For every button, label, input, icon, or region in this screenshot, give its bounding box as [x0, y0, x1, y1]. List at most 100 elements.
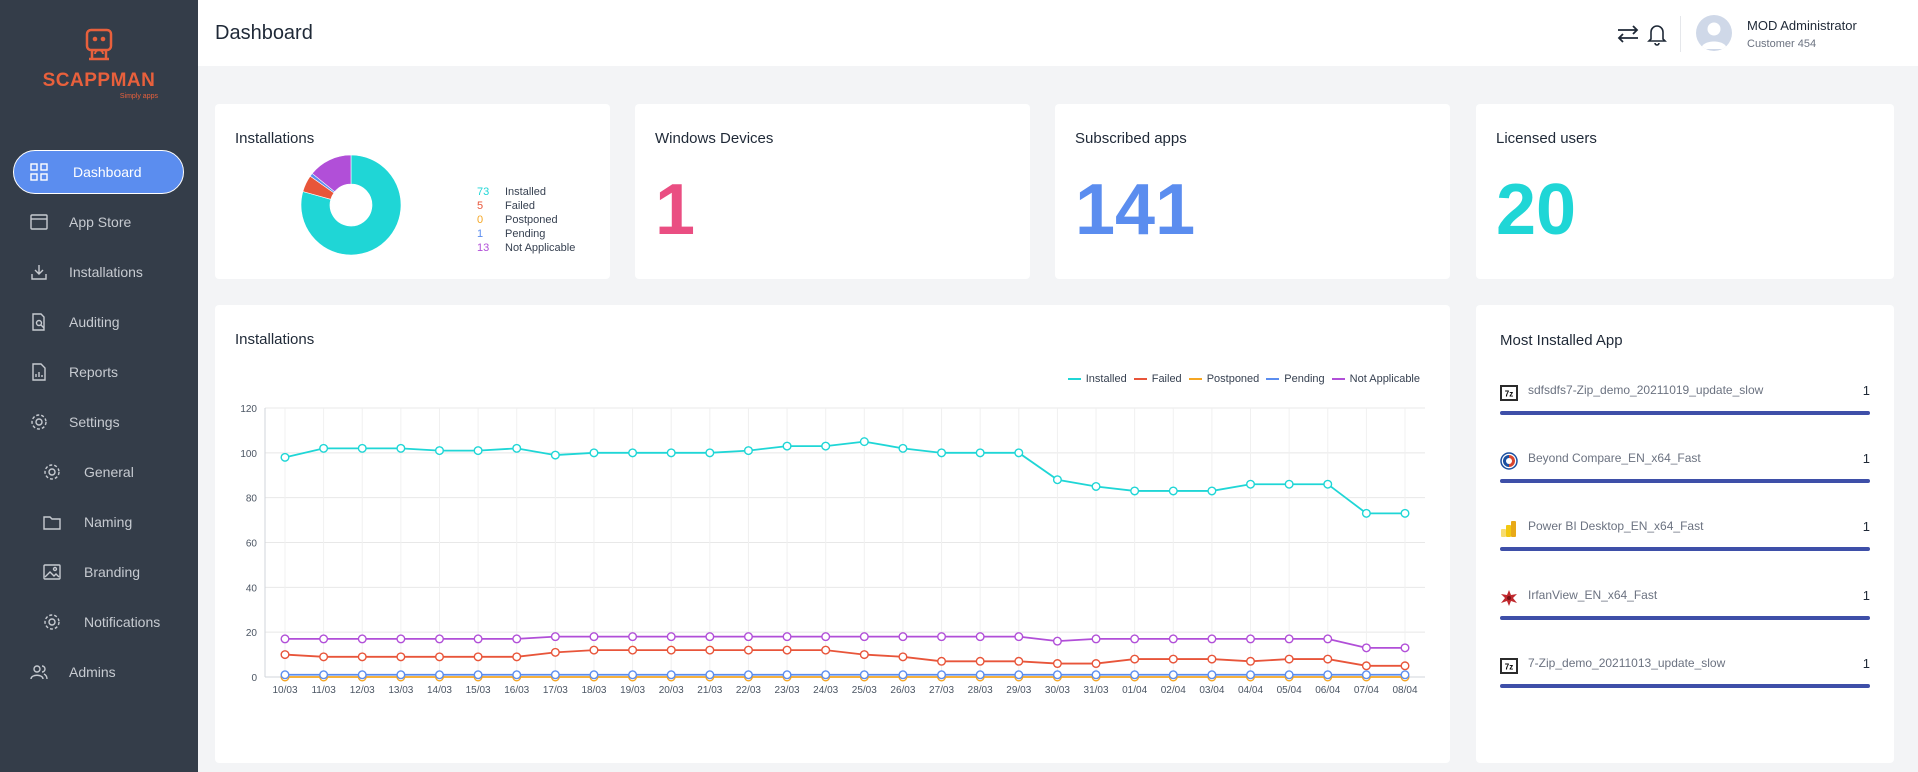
data-point-not-applicable[interactable]: [782, 632, 792, 642]
data-point-pending[interactable]: [1246, 670, 1256, 680]
data-point-failed[interactable]: [898, 652, 908, 662]
data-point-not-applicable[interactable]: [1400, 643, 1410, 653]
data-point-failed[interactable]: [434, 652, 444, 662]
data-point-pending[interactable]: [898, 670, 908, 680]
data-point-installed[interactable]: [473, 446, 483, 456]
data-point-failed[interactable]: [1207, 654, 1217, 664]
list-item[interactable]: Power BI Desktop_EN_x64_Fast 1: [1500, 504, 1870, 560]
data-point-failed[interactable]: [473, 652, 483, 662]
data-point-not-applicable[interactable]: [473, 634, 483, 644]
data-point-not-applicable[interactable]: [937, 632, 947, 642]
data-point-failed[interactable]: [1400, 661, 1410, 671]
data-point-pending[interactable]: [473, 670, 483, 680]
data-point-pending[interactable]: [589, 670, 599, 680]
sidebar-item-installations[interactable]: Installations: [0, 250, 198, 294]
data-point-not-applicable[interactable]: [1091, 634, 1101, 644]
data-point-failed[interactable]: [859, 650, 869, 660]
data-point-pending[interactable]: [666, 670, 676, 680]
sidebar-item-notifications[interactable]: Notifications: [0, 600, 198, 644]
legend-item-installed[interactable]: Installed: [1067, 373, 1127, 385]
data-point-failed[interactable]: [550, 647, 560, 657]
data-point-failed[interactable]: [1361, 661, 1371, 671]
data-point-failed[interactable]: [666, 645, 676, 655]
data-point-not-applicable[interactable]: [628, 632, 638, 642]
data-point-failed[interactable]: [1323, 654, 1333, 664]
data-point-pending[interactable]: [743, 670, 753, 680]
sidebar-item-app-store[interactable]: App Store: [0, 200, 198, 244]
data-point-failed[interactable]: [1091, 659, 1101, 669]
data-point-failed[interactable]: [628, 645, 638, 655]
data-point-failed[interactable]: [280, 650, 290, 660]
data-point-failed[interactable]: [1246, 656, 1256, 666]
data-point-installed[interactable]: [1052, 475, 1062, 485]
data-point-not-applicable[interactable]: [1361, 643, 1371, 653]
data-point-failed[interactable]: [975, 656, 985, 666]
data-point-installed[interactable]: [1246, 479, 1256, 489]
data-point-pending[interactable]: [1323, 670, 1333, 680]
sidebar-item-branding[interactable]: Branding: [0, 550, 198, 594]
data-point-installed[interactable]: [743, 446, 753, 456]
data-point-failed[interactable]: [743, 645, 753, 655]
data-point-pending[interactable]: [434, 670, 444, 680]
data-point-not-applicable[interactable]: [319, 634, 329, 644]
data-point-pending[interactable]: [1284, 670, 1294, 680]
data-point-failed[interactable]: [782, 645, 792, 655]
data-point-installed[interactable]: [589, 448, 599, 458]
data-point-pending[interactable]: [1361, 670, 1371, 680]
data-point-installed[interactable]: [319, 443, 329, 453]
data-point-pending[interactable]: [975, 670, 985, 680]
sidebar-item-admins[interactable]: Admins: [0, 650, 198, 694]
list-item[interactable]: IrfanView_EN_x64_Fast 1: [1500, 573, 1870, 629]
data-point-installed[interactable]: [550, 450, 560, 460]
data-point-failed[interactable]: [1014, 656, 1024, 666]
data-point-not-applicable[interactable]: [975, 632, 985, 642]
data-point-installed[interactable]: [1400, 508, 1410, 518]
data-point-installed[interactable]: [859, 437, 869, 447]
data-point-pending[interactable]: [1130, 670, 1140, 680]
data-point-installed[interactable]: [434, 446, 444, 456]
data-point-installed[interactable]: [1091, 481, 1101, 491]
data-point-pending[interactable]: [821, 670, 831, 680]
data-point-pending[interactable]: [1400, 670, 1410, 680]
data-point-not-applicable[interactable]: [1168, 634, 1178, 644]
data-point-pending[interactable]: [396, 670, 406, 680]
data-point-not-applicable[interactable]: [1323, 634, 1333, 644]
data-point-pending[interactable]: [937, 670, 947, 680]
data-point-not-applicable[interactable]: [1284, 634, 1294, 644]
sidebar-item-general[interactable]: General: [0, 450, 198, 494]
data-point-pending[interactable]: [1052, 670, 1062, 680]
legend-item-postponed[interactable]: Postponed: [1188, 373, 1259, 385]
data-point-not-applicable[interactable]: [550, 632, 560, 642]
data-point-not-applicable[interactable]: [434, 634, 444, 644]
data-point-installed[interactable]: [782, 441, 792, 451]
data-point-not-applicable[interactable]: [898, 632, 908, 642]
list-item[interactable]: 7z 7-Zip_demo_20211013_update_slow 1: [1500, 641, 1870, 697]
sidebar-item-reports[interactable]: Reports: [0, 350, 198, 394]
data-point-not-applicable[interactable]: [1207, 634, 1217, 644]
data-point-installed[interactable]: [512, 443, 522, 453]
data-point-not-applicable[interactable]: [743, 632, 753, 642]
data-point-failed[interactable]: [1130, 654, 1140, 664]
data-point-installed[interactable]: [821, 441, 831, 451]
data-point-pending[interactable]: [357, 670, 367, 680]
data-point-failed[interactable]: [1284, 654, 1294, 664]
logo[interactable]: SCAPPMAN Simply apps: [0, 26, 198, 100]
data-point-not-applicable[interactable]: [666, 632, 676, 642]
data-point-installed[interactable]: [1207, 486, 1217, 496]
data-point-not-applicable[interactable]: [396, 634, 406, 644]
bell-icon[interactable]: [1647, 22, 1667, 46]
avatar[interactable]: [1696, 15, 1732, 51]
data-point-not-applicable[interactable]: [1246, 634, 1256, 644]
list-item[interactable]: Beyond Compare_EN_x64_Fast 1: [1500, 436, 1870, 492]
data-point-failed[interactable]: [589, 645, 599, 655]
data-point-failed[interactable]: [319, 652, 329, 662]
data-point-installed[interactable]: [1361, 508, 1371, 518]
pie-slice-installed[interactable]: [300, 154, 402, 256]
swap-icon[interactable]: [1616, 24, 1640, 44]
data-point-not-applicable[interactable]: [705, 632, 715, 642]
data-point-failed[interactable]: [357, 652, 367, 662]
data-point-pending[interactable]: [1014, 670, 1024, 680]
data-point-not-applicable[interactable]: [1052, 636, 1062, 646]
sidebar-item-naming[interactable]: Naming: [0, 500, 198, 544]
data-point-installed[interactable]: [1284, 479, 1294, 489]
